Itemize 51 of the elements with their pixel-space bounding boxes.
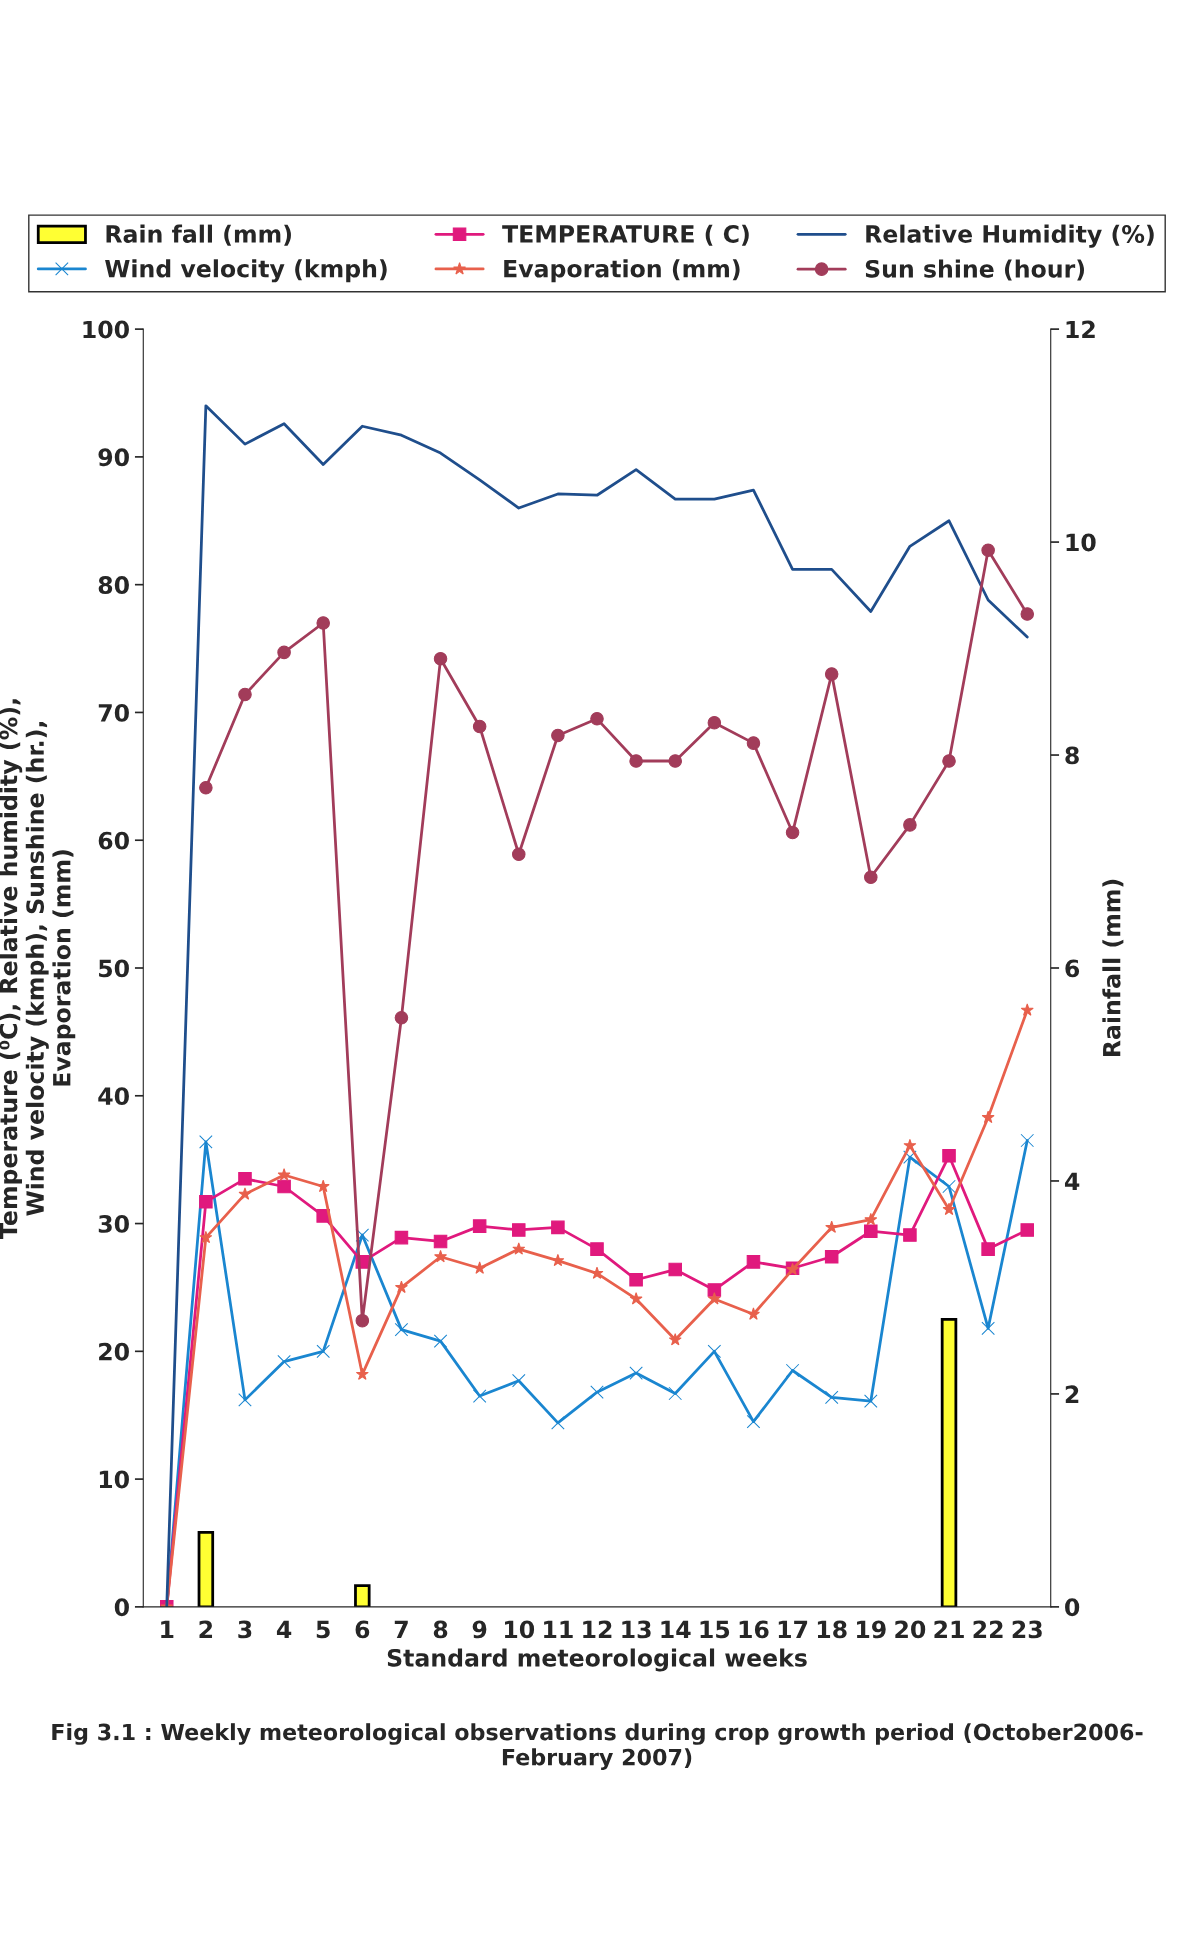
x-tick-label: 20 [895,1620,926,1639]
y2-axis-title: Rainfall (mm) [1102,879,1124,1057]
x-tick-label: 1 [161,1620,174,1639]
x-tick-label: 14 [661,1620,691,1639]
y2-tick-label: 8 [1065,746,1079,765]
y2-tick-label: 12 [1066,320,1095,339]
y-tick-label: 60 [98,831,129,850]
x-tick-label: 2 [199,1620,213,1639]
x-tick-label: 10 [505,1620,535,1639]
y2-tick-label: 10 [1066,533,1096,552]
legend-label: Relative Humidity (%) [866,224,1154,248]
x-tick-label: 5 [316,1620,330,1639]
x-tick-label: 19 [857,1620,886,1639]
x-tick-label: 6 [355,1620,370,1639]
x-tick-label: 22 [973,1620,1003,1639]
legend-label: Sun shine (hour) [865,259,1085,281]
y-tick-label: 100 [83,320,129,339]
y2-tick-label: 4 [1064,1172,1080,1190]
x-tick-label: 9 [472,1620,487,1639]
x-tick-label: 16 [739,1620,769,1639]
legend-label: TEMPERATURE ( C) [502,224,749,246]
x-tick-label: 23 [1012,1620,1042,1639]
x-tick-label: 3 [238,1620,252,1639]
y2-tick-label: 6 [1065,959,1080,978]
x-tick-label: 11 [544,1620,573,1639]
y-tick-label: 50 [99,959,129,978]
y-tick-label: 30 [98,1215,129,1233]
y-axis-title: Temperature (⁰C), Relative humidity (%), Wind velocity (kmph), Sunshine (hr.), Evaporation (mm) [0,699,76,1239]
y2-tick-label: 2 [1065,1385,1079,1403]
x-tick-label: 7 [394,1620,408,1639]
y-tick-label: 40 [98,1087,129,1106]
legend-label: Rain fall (mm) [106,224,291,246]
y-tick-label: 10 [99,1470,129,1489]
x-tick-label: 17 [778,1620,808,1639]
x-tick-label: 4 [276,1620,292,1639]
x-tick-label: 15 [700,1620,730,1639]
legend-label: Evaporation (mm) [504,259,740,283]
y-tick-label: 90 [98,448,129,467]
x-tick-label: 21 [934,1620,964,1639]
legend-label: Wind velocity (kmph) [105,259,387,283]
x-tick-label: 18 [817,1620,847,1639]
y2-tick-label: 0 [1065,1598,1080,1617]
y-tick-label: 70 [98,703,129,722]
x-axis-title: Standard meteorological weeks [387,1648,807,1672]
y-tick-label: 0 [114,1598,129,1617]
x-tick-label: 12 [583,1620,612,1639]
x-tick-label: 13 [622,1620,651,1639]
x-tick-label: 8 [433,1620,448,1639]
y-tick-label: 80 [98,576,129,594]
y-tick-label: 20 [99,1342,129,1361]
caption: Fig 3.1 : Weekly meteorological observations during crop growth period (October2006- February 2007) [52,1723,1143,1770]
